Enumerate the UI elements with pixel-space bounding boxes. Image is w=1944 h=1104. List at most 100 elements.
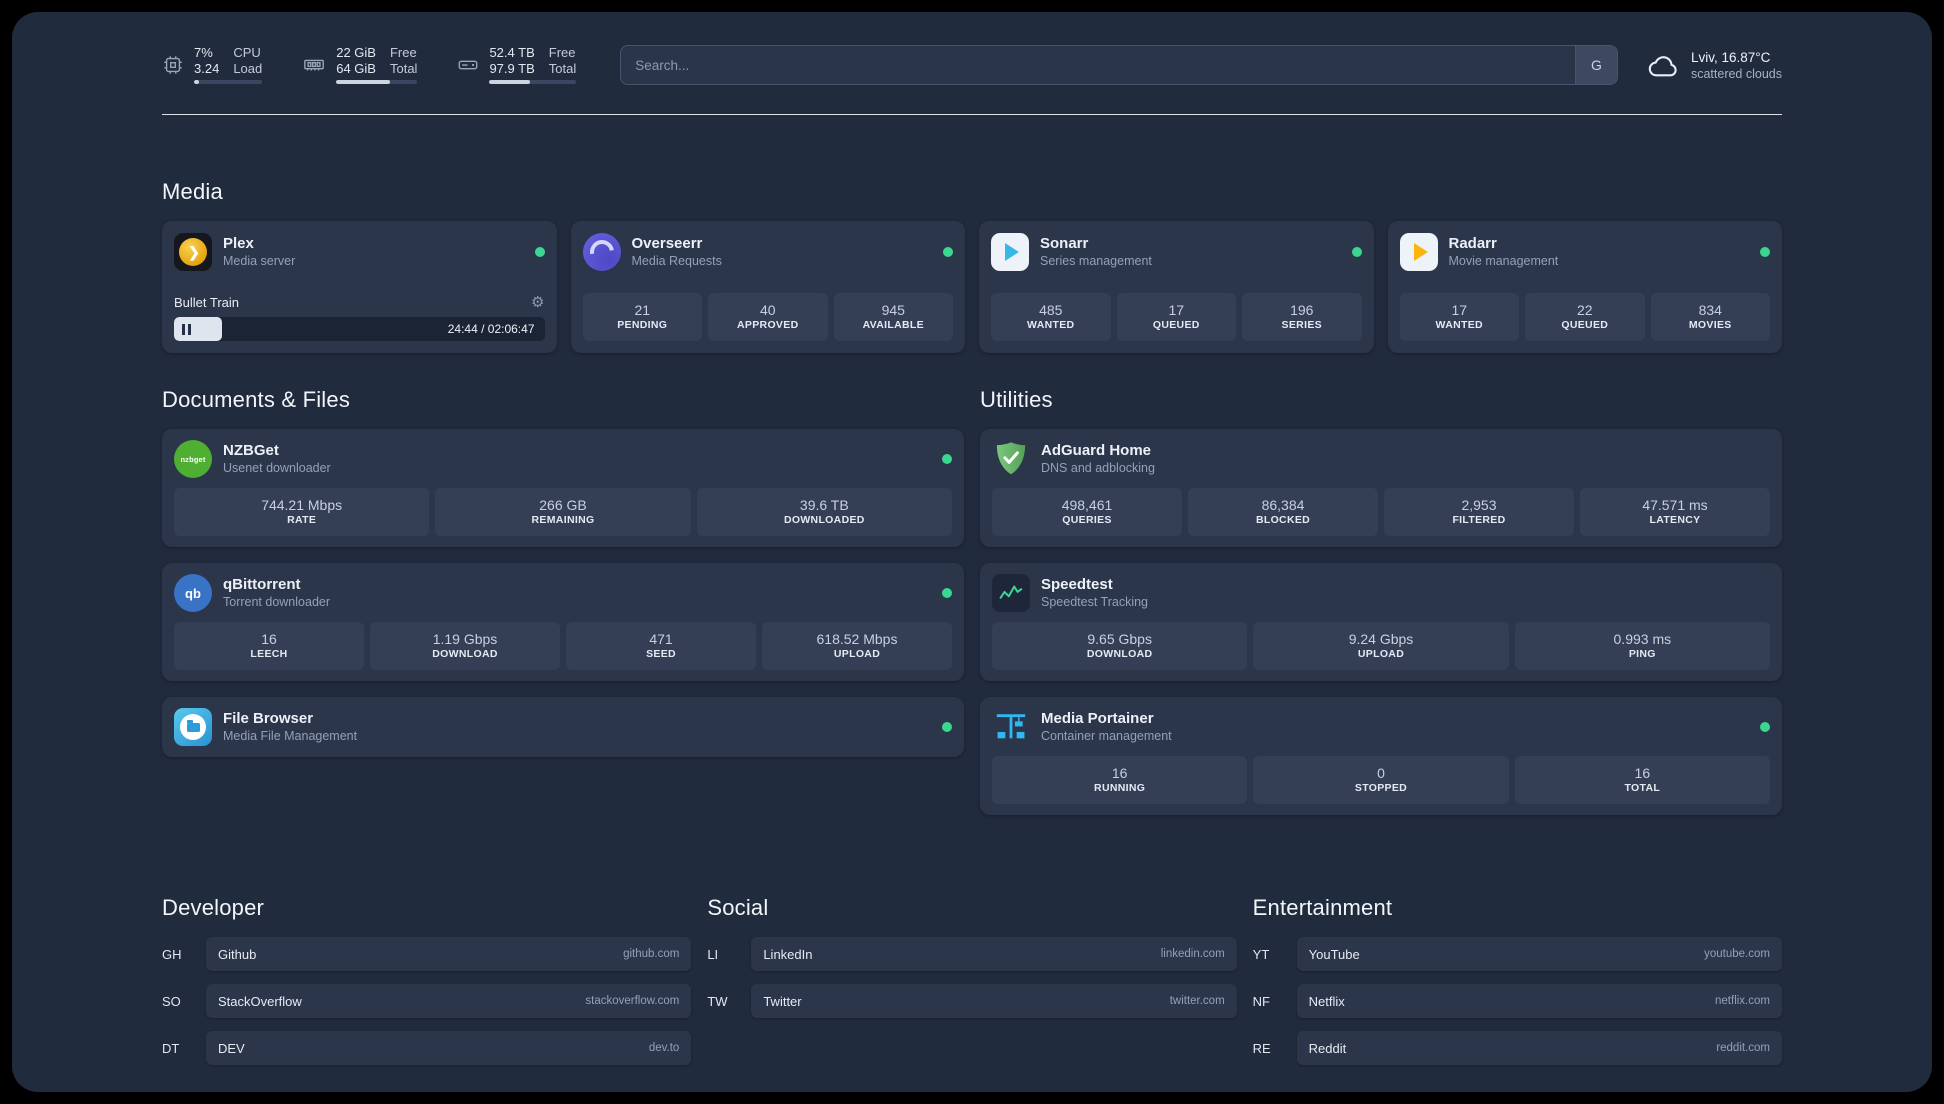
sonarr-icon	[991, 233, 1029, 271]
bookmark-row: DT DEV dev.to	[162, 1031, 692, 1065]
bookmark-row: NF Netflix netflix.com	[1253, 984, 1782, 1018]
stat-pending: 21 PENDING	[582, 293, 702, 341]
service-name: AdGuard Home	[1041, 442, 1152, 460]
disk-icon	[457, 54, 479, 76]
stat-seed: 471 SEED	[566, 622, 756, 670]
service-link-qbittorrent[interactable]: qb qBittorrent Torrent downloader	[174, 574, 952, 612]
bookmark-link-netflix[interactable]: Netflix netflix.com	[1296, 984, 1782, 1018]
bookmark-row: YT YouTube youtube.com	[1253, 937, 1782, 971]
stat-queued: 17 QUEUED	[1116, 293, 1236, 341]
service-name: Radarr	[1448, 235, 1497, 253]
adguard-shield-icon	[992, 440, 1030, 478]
cpu-usage: 7%	[194, 44, 213, 60]
cpu-usage-bar	[194, 80, 263, 85]
ram-total-label: Total	[389, 61, 418, 76]
bookmark-abbr: NF	[1252, 993, 1270, 1009]
plex-icon: ❯	[174, 233, 212, 271]
service-name: Plex	[223, 235, 254, 253]
bookmarks-entertainment: Entertainment YT YouTube youtube.com NF …	[1253, 895, 1782, 1078]
bookmark-row: SO StackOverflow stackoverflow.com	[162, 984, 692, 1018]
stat-wanted: 485 WANTED	[991, 293, 1111, 341]
service-link-adguard[interactable]: AdGuard Home DNS and adblocking	[992, 440, 1770, 478]
bookmark-abbr: RE	[1252, 1040, 1271, 1056]
service-subtitle: Usenet downloader	[223, 461, 331, 476]
gear-icon[interactable]: ⚙	[531, 294, 545, 311]
overseerr-icon	[582, 233, 621, 271]
service-subtitle: Container management	[1041, 729, 1172, 744]
search-input[interactable]	[621, 46, 1575, 84]
qbittorrent-icon: qb	[174, 574, 212, 612]
section-title-developer: Developer	[162, 895, 265, 920]
media-section: ❯ Plex Media server Bullet Train ⚙ 24:44…	[162, 221, 1782, 353]
nzbget-icon: nzbget	[174, 440, 212, 478]
bookmark-link-github[interactable]: Github github.com	[206, 937, 692, 971]
bookmark-link-reddit[interactable]: Reddit reddit.com	[1296, 1031, 1782, 1065]
section-title-media: Media	[162, 179, 223, 204]
bookmark-abbr: TW	[707, 993, 728, 1009]
service-name: File Browser	[223, 710, 314, 728]
section-title-documents: Documents & Files	[162, 387, 351, 412]
bookmark-abbr: GH	[162, 946, 182, 962]
bookmark-link-linkedin[interactable]: LinkedIn linkedin.com	[751, 937, 1237, 971]
stat-upload: 618.52 Mbps UPLOAD	[762, 622, 952, 670]
status-dot	[942, 454, 952, 464]
service-link-sonarr[interactable]: Sonarr Series management	[991, 233, 1362, 271]
service-link-portainer[interactable]: Media Portainer Container management	[992, 708, 1770, 746]
search-bar: G	[620, 45, 1618, 85]
bookmark-link-twitter[interactable]: Twitter twitter.com	[751, 984, 1237, 1018]
bookmark-abbr: LI	[707, 946, 719, 962]
bookmark-link-youtube[interactable]: YouTube youtube.com	[1296, 937, 1782, 971]
now-playing-title: Bullet Train	[174, 295, 240, 310]
search-provider-button[interactable]: G	[1574, 46, 1617, 84]
stat-downloaded: 39.6 TB DOWNLOADED	[696, 488, 952, 536]
weather-widget: Lviv, 16.87°C scattered clouds	[1648, 50, 1782, 81]
stat-running: 16 RUNNING	[992, 756, 1248, 804]
stat-upload: 9.24 Gbps UPLOAD	[1253, 622, 1509, 670]
stat-stopped: 0 STOPPED	[1253, 756, 1509, 804]
memory-widget: 22 GiB 64 GiB Free Total	[302, 45, 418, 85]
portainer-crane-icon	[992, 708, 1030, 746]
service-name: qBittorrent	[223, 576, 301, 594]
card-speedtest: Speedtest Speedtest Tracking 9.65 Gbps D…	[980, 563, 1782, 681]
pause-icon[interactable]	[182, 323, 191, 335]
stat-queued: 22 QUEUED	[1525, 293, 1645, 341]
top-bar: 7% 3.24 CPU Load 22 GiB	[162, 42, 1782, 88]
service-name: Media Portainer	[1041, 710, 1154, 728]
card-plex: ❯ Plex Media server Bullet Train ⚙ 24:44…	[162, 221, 557, 353]
disk-free-label: Free	[548, 44, 576, 60]
dashboard: 7% 3.24 CPU Load 22 GiB	[12, 12, 1932, 1092]
section-title-entertainment: Entertainment	[1252, 895, 1393, 920]
service-link-nzbget[interactable]: nzbget NZBGet Usenet downloader	[174, 440, 952, 478]
bookmark-link-stackoverflow[interactable]: StackOverflow stackoverflow.com	[206, 984, 692, 1018]
bookmarks-developer: Developer GH Github github.com SO StackO…	[162, 895, 692, 1078]
stat-wanted: 17 WANTED	[1399, 293, 1519, 341]
service-link-filebrowser[interactable]: File Browser Media File Management	[174, 708, 952, 746]
stat-download: 9.65 Gbps DOWNLOAD	[992, 622, 1248, 670]
stat-latency: 47.571 ms LATENCY	[1580, 488, 1770, 536]
service-link-plex[interactable]: ❯ Plex Media server	[174, 233, 545, 271]
section-title-utilities: Utilities	[980, 387, 1053, 412]
stat-movies: 834 MOVIES	[1650, 293, 1770, 341]
bookmark-row: RE Reddit reddit.com	[1253, 1031, 1782, 1065]
bookmark-row: LI LinkedIn linkedin.com	[707, 937, 1237, 971]
service-name: Overseerr	[631, 235, 703, 253]
section-title-social: Social	[707, 895, 769, 920]
status-dot	[943, 247, 953, 257]
cpu-load-label: Load	[233, 61, 263, 76]
status-dot	[942, 588, 952, 598]
stat-remaining: 266 GB REMAINING	[435, 488, 691, 536]
service-subtitle: Speedtest Tracking	[1041, 595, 1149, 610]
filebrowser-icon	[174, 708, 212, 746]
header-divider	[162, 114, 1782, 115]
playback-progress-bar[interactable]: 24:44 / 02:06:47	[174, 317, 545, 341]
service-link-speedtest[interactable]: Speedtest Speedtest Tracking	[992, 574, 1770, 612]
card-sonarr: Sonarr Series management 485 WANTED 17 Q…	[979, 221, 1374, 353]
service-subtitle: DNS and adblocking	[1041, 461, 1155, 476]
service-link-overseerr[interactable]: Overseerr Media Requests	[582, 233, 953, 271]
status-dot	[1351, 247, 1362, 257]
stat-queries: 498,461 QUERIES	[992, 488, 1182, 536]
status-dot	[534, 247, 545, 257]
service-link-radarr[interactable]: Radarr Movie management	[1399, 233, 1770, 271]
service-subtitle: Media server	[223, 254, 296, 269]
bookmark-link-dev[interactable]: DEV dev.to	[206, 1031, 692, 1065]
